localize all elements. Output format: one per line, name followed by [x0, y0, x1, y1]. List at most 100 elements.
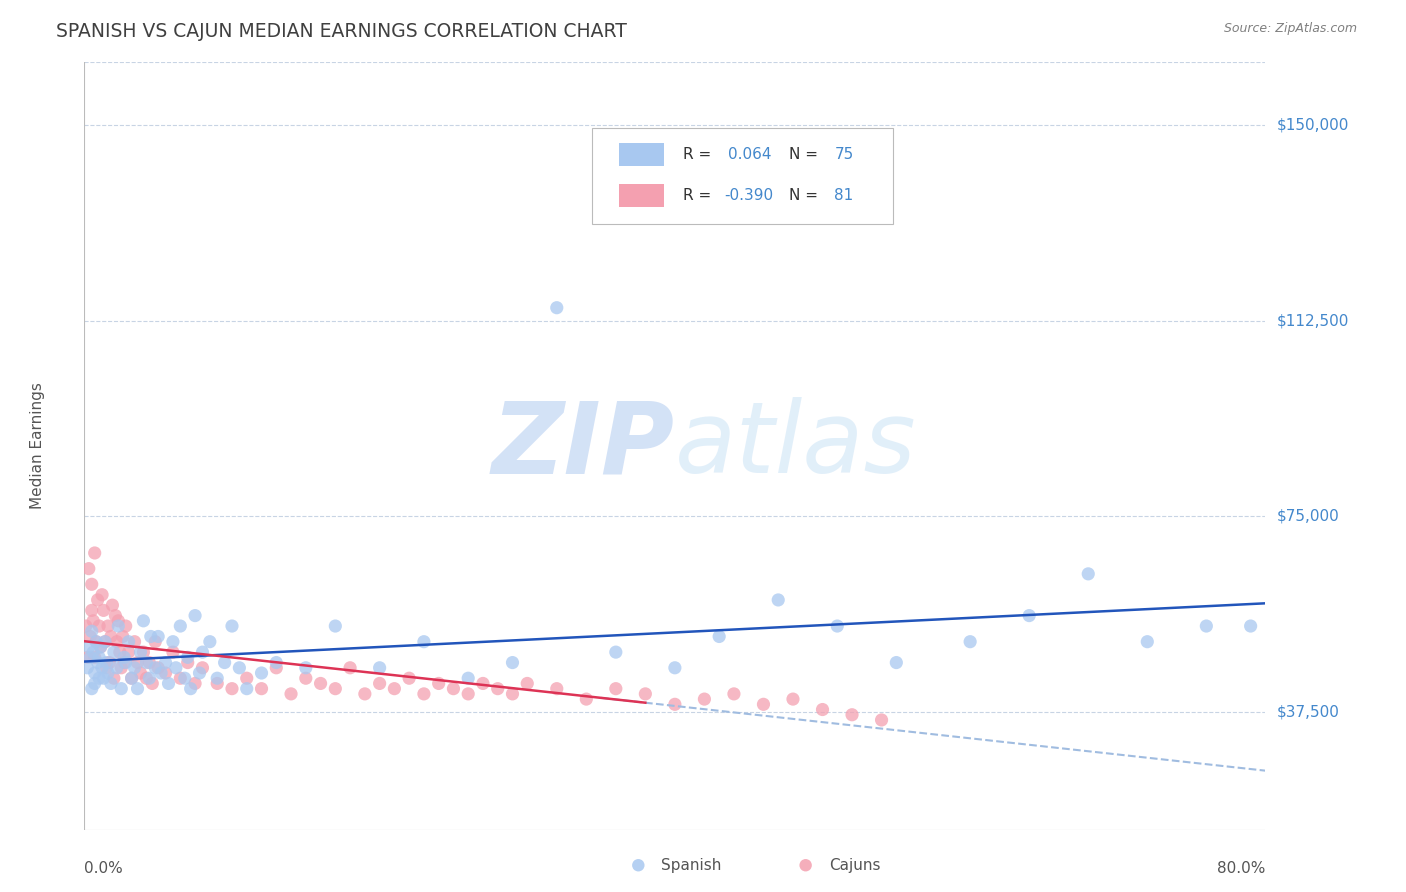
Point [228, 661, 250, 675]
Point [135, 671, 157, 685]
Point [184, 608, 207, 623]
Point [110, 681, 132, 696]
Point [135, 656, 157, 670]
Point [157, 676, 180, 690]
FancyBboxPatch shape [620, 143, 664, 166]
Point [664, 661, 686, 675]
Point [143, 661, 166, 675]
Point [139, 630, 162, 644]
Point [169, 671, 191, 685]
Text: 0.064: 0.064 [728, 147, 772, 162]
Point [155, 665, 177, 680]
Point [80, 681, 103, 696]
Point [114, 619, 136, 633]
Text: Source: ZipAtlas.com: Source: ZipAtlas.com [1223, 22, 1357, 36]
Point [86, 593, 108, 607]
Text: R =: R = [683, 147, 716, 162]
Point [110, 661, 132, 675]
Point [501, 656, 523, 670]
Point [627, 858, 650, 872]
Point [83, 546, 105, 560]
Point [162, 645, 184, 659]
Point [198, 634, 221, 648]
Point [107, 619, 129, 633]
Point [501, 687, 523, 701]
Point [768, 593, 790, 607]
Text: -0.390: -0.390 [724, 187, 773, 202]
Point [94, 634, 117, 648]
Point [132, 614, 155, 628]
Point [93, 603, 115, 617]
Point [75, 619, 97, 633]
Text: R =: R = [683, 187, 716, 202]
Point [132, 645, 155, 659]
Point [605, 681, 627, 696]
Point [77, 561, 100, 575]
Text: 81: 81 [834, 187, 853, 202]
Point [457, 687, 479, 701]
Point [236, 681, 259, 696]
Point [221, 619, 243, 633]
Point [207, 671, 229, 685]
Point [105, 634, 128, 648]
Point [221, 681, 243, 696]
Point [472, 676, 495, 690]
Point [83, 676, 105, 690]
Point [1240, 619, 1263, 633]
Point [84, 634, 107, 648]
Point [129, 665, 152, 680]
Point [354, 687, 377, 701]
Point [664, 698, 686, 712]
Point [325, 681, 347, 696]
Point [782, 692, 804, 706]
Point [180, 681, 202, 696]
Point [443, 681, 465, 696]
Point [295, 661, 318, 675]
Point [723, 687, 745, 701]
Text: atlas: atlas [675, 398, 917, 494]
Point [173, 671, 195, 685]
Point [546, 301, 568, 315]
Point [150, 665, 173, 680]
Point [165, 661, 187, 675]
Point [103, 671, 125, 685]
Point [114, 656, 136, 670]
Point [141, 676, 163, 690]
Point [634, 687, 657, 701]
Point [138, 656, 160, 670]
Point [80, 577, 103, 591]
Point [82, 614, 104, 628]
Point [250, 681, 273, 696]
Point [214, 656, 236, 670]
Point [121, 671, 143, 685]
Point [111, 630, 134, 644]
Point [118, 645, 141, 659]
Point [112, 650, 135, 665]
Point [96, 661, 118, 675]
Point [169, 619, 191, 633]
Text: N =: N = [789, 187, 824, 202]
Text: $112,500: $112,500 [1277, 313, 1348, 328]
Point [80, 603, 103, 617]
Point [101, 598, 124, 612]
Text: $37,500: $37,500 [1277, 705, 1340, 720]
Point [87, 671, 111, 685]
Point [191, 645, 214, 659]
Point [177, 650, 200, 665]
Point [100, 676, 122, 690]
Text: $150,000: $150,000 [1277, 118, 1348, 133]
Point [105, 661, 128, 675]
Text: Spanish: Spanish [661, 858, 721, 872]
Point [93, 671, 115, 685]
Text: Cajuns: Cajuns [830, 858, 882, 872]
Text: SPANISH VS CAJUN MEDIAN EARNINGS CORRELATION CHART: SPANISH VS CAJUN MEDIAN EARNINGS CORRELA… [56, 22, 627, 41]
Point [108, 645, 131, 659]
Point [841, 707, 863, 722]
Point [605, 645, 627, 659]
Point [103, 645, 125, 659]
Point [486, 681, 509, 696]
Text: 0.0%: 0.0% [84, 861, 124, 876]
Point [104, 608, 127, 623]
Point [121, 671, 143, 685]
Point [188, 665, 211, 680]
